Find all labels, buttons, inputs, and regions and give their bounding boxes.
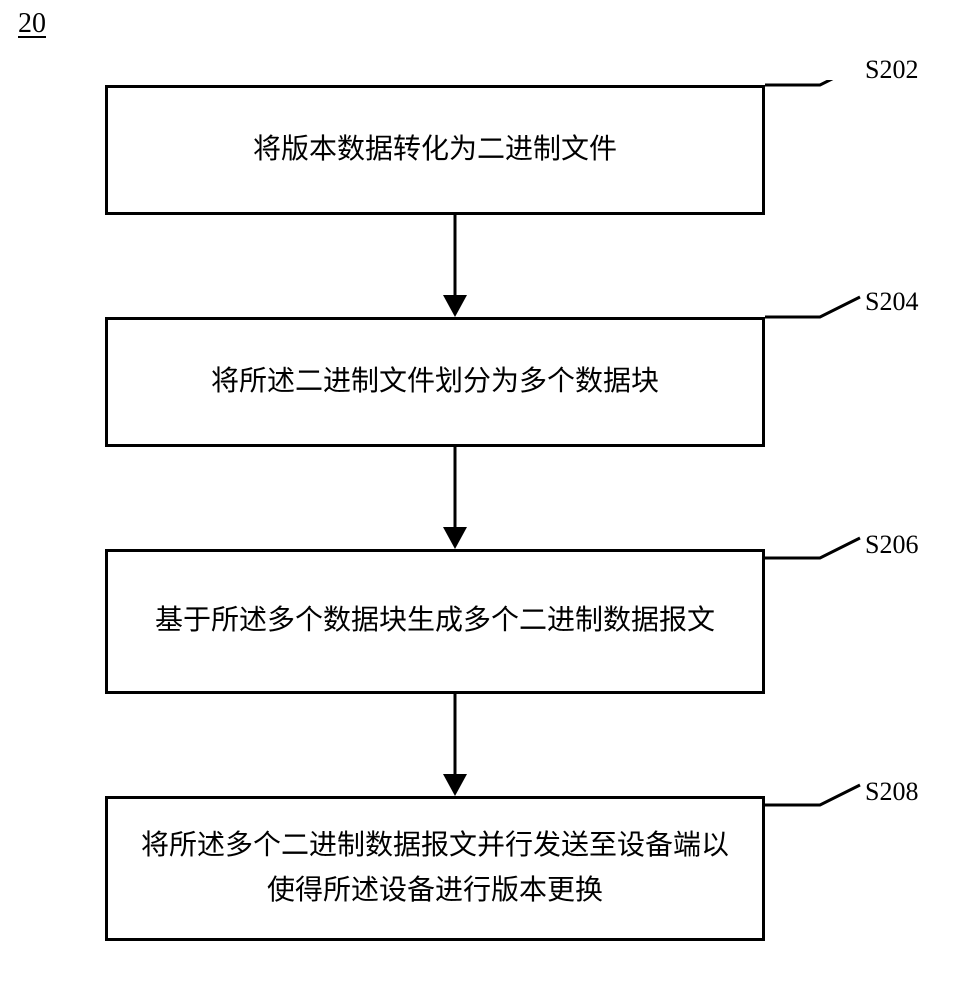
step-text: 将版本数据转化为二进制文件 xyxy=(253,128,617,173)
flow-arrow xyxy=(435,215,475,325)
step-text: 将所述二进制文件划分为多个数据块 xyxy=(211,360,659,405)
step-box-s204: 将所述二进制文件划分为多个数据块 xyxy=(105,317,765,447)
step-text: 将所述多个二进制数据报文并行发送至设备端以使得所述设备进行版本更换 xyxy=(128,824,742,914)
step-box-s208: 将所述多个二进制数据报文并行发送至设备端以使得所述设备进行版本更换 xyxy=(105,796,765,941)
step-label-s206: S206 xyxy=(865,530,918,560)
diagram-id-label: 20 xyxy=(18,8,46,40)
step-box-s206: 基于所述多个数据块生成多个二进制数据报文 xyxy=(105,549,765,694)
step-label-s208: S208 xyxy=(865,777,918,807)
step-box-s202: 将版本数据转化为二进制文件 xyxy=(105,85,765,215)
flow-arrow xyxy=(435,694,475,804)
step-label-s202: S202 xyxy=(865,55,918,85)
step-text: 基于所述多个数据块生成多个二进制数据报文 xyxy=(155,599,715,644)
step-label-s204: S204 xyxy=(865,287,918,317)
flow-arrow xyxy=(435,447,475,557)
